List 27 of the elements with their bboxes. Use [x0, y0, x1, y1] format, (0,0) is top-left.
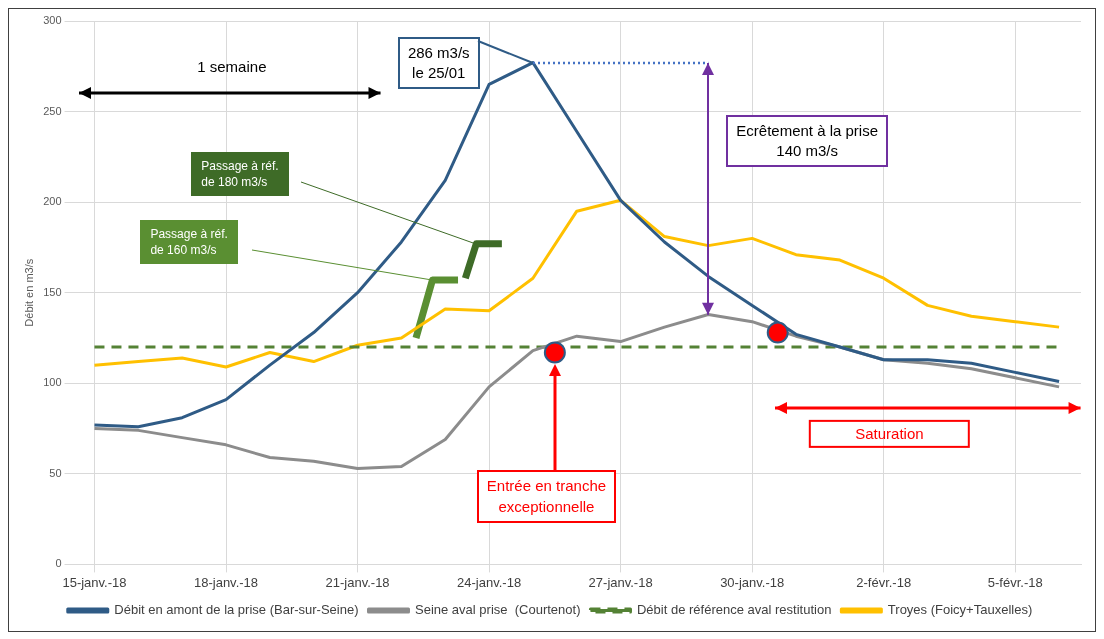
x-tick-label: 18-janv.-18 — [193, 574, 259, 590]
y-tick-label: 100 — [43, 376, 62, 389]
x-tick-label: 30-janv.-18 — [720, 574, 785, 590]
x-tick-label: 15-janv.-18 — [62, 574, 127, 590]
x-tick-label: 27-janv.-18 — [588, 574, 653, 590]
y-axis-title: Débit en m3/s — [22, 258, 35, 327]
annotation: 286 m3/s le 25/01 — [397, 36, 480, 90]
annotation: Passage à réf. de 160 m3/s — [140, 220, 238, 265]
legend-label: Troyes (Foicy+Tauxelles) — [887, 602, 1033, 618]
y-tick-label: 50 — [49, 466, 62, 479]
annotation: Saturation — [809, 419, 970, 449]
y-tick-label: 300 — [43, 14, 62, 27]
x-tick-label: 21-janv.-18 — [325, 574, 390, 590]
y-tick-label: 150 — [43, 285, 62, 298]
legend-label: Seine aval prise (Courtenot) — [415, 602, 581, 618]
x-tick-label: 2-févr.-18 — [856, 574, 912, 590]
y-tick-label: 250 — [43, 104, 62, 117]
legend-label: Débit de référence aval restitution — [636, 602, 832, 618]
x-tick-label: 24-janv.-18 — [457, 574, 522, 590]
annotation: 1 semaine — [196, 57, 268, 78]
annotation: Ecrêtement à la prise 140 m3/s — [726, 114, 889, 168]
annotation: Entrée en tranche exceptionnelle — [476, 470, 617, 523]
y-tick-label: 200 — [43, 195, 62, 208]
legend-label: Débit en amont de la prise (Bar-sur-Seine) — [114, 602, 359, 618]
y-tick-label: 0 — [55, 557, 62, 570]
x-tick-label: 5-févr.-18 — [987, 574, 1043, 590]
annotation: Passage à réf. de 180 m3/s — [191, 151, 289, 197]
